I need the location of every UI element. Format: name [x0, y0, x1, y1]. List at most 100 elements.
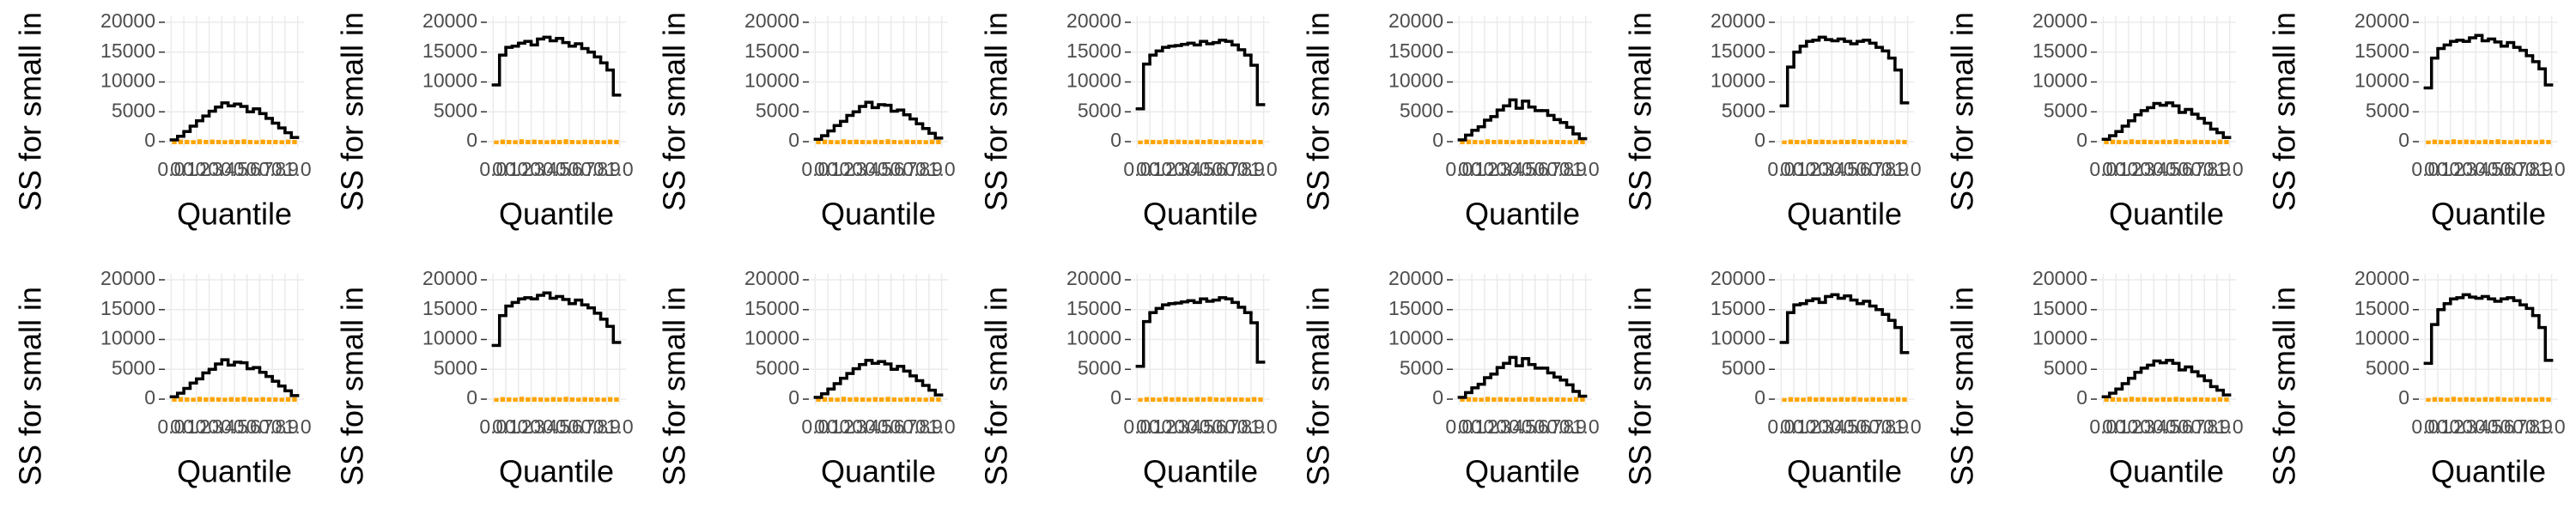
x-tick-label: 0.5 [1831, 158, 1858, 180]
bar [1170, 139, 1175, 145]
x-tick-label: 0.1 [492, 415, 519, 438]
x-tick-label: 0.7 [2178, 415, 2205, 438]
x-tick-label: 0.6 [1200, 415, 1227, 438]
x-tick-label: 0.4 [1496, 415, 1523, 438]
bar [557, 139, 562, 145]
bar [1851, 139, 1856, 145]
bar [1876, 139, 1882, 145]
chart-panel: 0.00.10.20.30.40.50.60.70.80.91.0 0 5000 10… [335, 267, 634, 488]
bar [550, 397, 556, 403]
bar [1876, 397, 1882, 403]
y-tick-label: 0 [144, 129, 155, 151]
bar [1251, 397, 1257, 403]
x-tick-label: 0.3 [840, 415, 867, 438]
bar [829, 139, 834, 145]
y-tick-label: 10000 [744, 327, 799, 349]
y-tick-label: 10000 [2032, 327, 2087, 349]
chart-panel: 0.00.10.20.30.40.50.60.70.80.91.0 0 5000 10… [2267, 9, 2566, 231]
x-tick-label: 0.7 [1534, 415, 1561, 438]
bar [910, 139, 916, 145]
bar [1510, 140, 1516, 145]
bar [2104, 397, 2109, 403]
bar [494, 397, 499, 403]
bar [2110, 397, 2116, 403]
x-axis-label: Quantile [177, 454, 292, 489]
bar [1820, 397, 1825, 403]
bar [2136, 139, 2141, 145]
bar [235, 397, 240, 403]
y-tick-label: 5000 [112, 99, 155, 121]
bar [588, 397, 594, 403]
y-tick-label: 10000 [1388, 70, 1443, 92]
bar [2527, 139, 2532, 145]
bar [1251, 139, 1257, 145]
x-tick-label: 1.0 [1894, 415, 1922, 438]
bar [2439, 139, 2444, 145]
bar [1516, 139, 1522, 145]
bar [1902, 397, 1907, 403]
y-tick-label: 15000 [1066, 39, 1121, 62]
x-tick-label: 1.0 [2538, 415, 2566, 438]
x-tick-label: 0.9 [2525, 415, 2553, 438]
bar [2514, 397, 2519, 403]
x-tick-label: 1.0 [1572, 158, 1600, 180]
bar [2451, 139, 2457, 145]
x-tick-label: 0.1 [814, 415, 841, 438]
bar [228, 139, 234, 145]
x-tick-label: 1.0 [1894, 158, 1922, 180]
bar [1498, 139, 1503, 145]
bar [519, 139, 525, 145]
bar [1895, 397, 1901, 403]
x-tick-label: 1.0 [284, 158, 312, 180]
x-tick-label: 0.2 [827, 415, 854, 438]
bar [1573, 139, 1579, 145]
x-tick-label: 1.0 [1572, 415, 1600, 438]
x-tick-label: 0.0 [1767, 415, 1795, 438]
bar [1232, 139, 1238, 145]
bar [879, 397, 884, 403]
bar [854, 397, 859, 403]
y-tick-label: 5000 [2366, 99, 2409, 121]
y-axis-label: SS for small in [2267, 287, 2302, 486]
x-tick-label: 0.7 [1856, 158, 1883, 180]
bar [588, 139, 594, 145]
bar [1245, 140, 1250, 145]
x-tick-label: 0.7 [1212, 158, 1239, 180]
x-tick-label: 0.3 [1162, 158, 1189, 180]
x-tick-label: 0.4 [2462, 158, 2489, 180]
x-tick-label: 0.1 [2424, 158, 2451, 180]
bar [1832, 140, 1838, 145]
bar [2186, 140, 2191, 145]
chart-panel: 0.00.10.20.30.40.50.60.70.80.91.0 0 5000 10… [13, 267, 312, 489]
y-tick-label: 10000 [1066, 327, 1121, 349]
bar [285, 397, 291, 403]
x-tick-label: 0.4 [530, 158, 557, 180]
x-axis-label: Quantile [1465, 197, 1580, 232]
x-tick-label: 1.0 [606, 158, 634, 180]
y-tick-label: 15000 [1710, 39, 1765, 62]
x-tick-label: 0.8 [258, 158, 286, 180]
x-tick-label: 0.1 [492, 158, 519, 180]
bar [872, 139, 878, 145]
bar [854, 139, 859, 145]
bar [2470, 139, 2476, 145]
x-tick-label: 0.3 [2128, 158, 2155, 180]
y-tick-label: 20000 [744, 9, 799, 32]
x-tick-label: 0.2 [827, 158, 854, 180]
bar [2179, 397, 2185, 403]
x-tick-label: 0.5 [2475, 415, 2502, 438]
x-tick-label: 0.0 [1767, 158, 1795, 180]
x-tick-label: 0.9 [2203, 158, 2231, 180]
x-tick-label: 0.2 [2115, 415, 2142, 438]
x-tick-label: 0.3 [1806, 415, 1833, 438]
bar [1157, 397, 1162, 403]
bar [835, 397, 840, 403]
bar [204, 397, 209, 403]
bar [879, 139, 884, 145]
x-tick-label: 0.7 [568, 158, 595, 180]
y-tick-label: 5000 [1078, 99, 1121, 121]
bar [576, 140, 581, 145]
bar [2123, 140, 2128, 145]
bar [532, 397, 537, 403]
y-tick-label: 5000 [756, 99, 799, 121]
